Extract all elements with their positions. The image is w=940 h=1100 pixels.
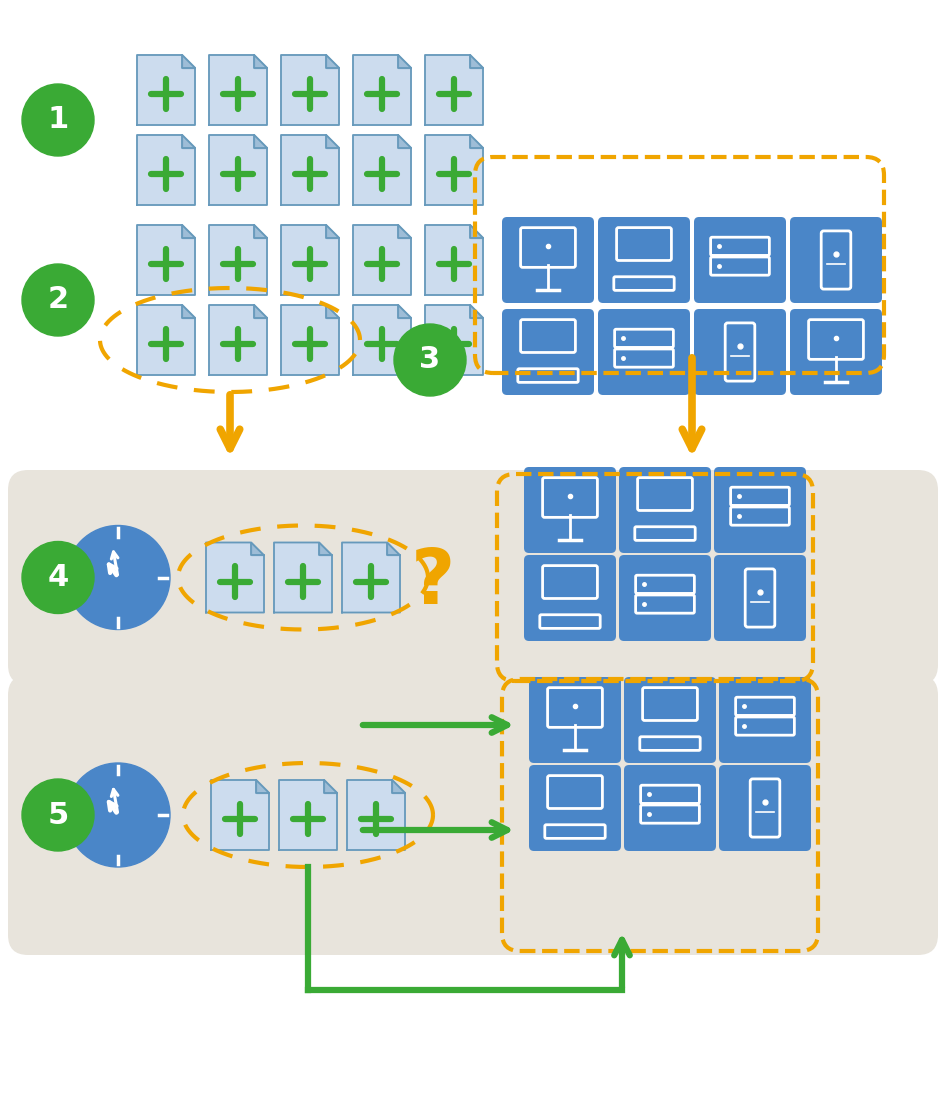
Polygon shape <box>251 542 264 556</box>
Text: 4: 4 <box>47 563 69 592</box>
FancyBboxPatch shape <box>598 309 690 395</box>
Polygon shape <box>392 780 405 793</box>
Polygon shape <box>182 135 195 147</box>
Polygon shape <box>470 305 483 318</box>
Polygon shape <box>257 780 269 793</box>
FancyBboxPatch shape <box>8 675 938 955</box>
Polygon shape <box>342 542 400 613</box>
Polygon shape <box>470 226 483 238</box>
Polygon shape <box>137 305 195 375</box>
Polygon shape <box>254 226 267 238</box>
FancyBboxPatch shape <box>524 468 616 553</box>
Polygon shape <box>326 226 339 238</box>
Polygon shape <box>425 226 483 295</box>
FancyBboxPatch shape <box>714 468 806 553</box>
Circle shape <box>66 526 170 629</box>
FancyBboxPatch shape <box>598 217 690 302</box>
FancyBboxPatch shape <box>694 309 786 395</box>
Polygon shape <box>347 780 405 850</box>
FancyBboxPatch shape <box>524 556 616 641</box>
Polygon shape <box>209 55 267 125</box>
Polygon shape <box>399 135 411 147</box>
Polygon shape <box>353 55 411 125</box>
Polygon shape <box>425 135 483 205</box>
Polygon shape <box>470 135 483 147</box>
Text: 1: 1 <box>47 106 69 134</box>
FancyBboxPatch shape <box>624 676 716 763</box>
Polygon shape <box>254 135 267 147</box>
FancyBboxPatch shape <box>8 470 938 685</box>
Polygon shape <box>281 226 339 295</box>
Polygon shape <box>399 305 411 318</box>
Polygon shape <box>211 780 269 850</box>
Polygon shape <box>324 780 337 793</box>
Polygon shape <box>281 135 339 205</box>
Polygon shape <box>470 55 483 68</box>
FancyBboxPatch shape <box>624 764 716 851</box>
Circle shape <box>22 541 94 614</box>
FancyBboxPatch shape <box>719 764 811 851</box>
Polygon shape <box>281 55 339 125</box>
FancyBboxPatch shape <box>529 764 621 851</box>
Polygon shape <box>399 226 411 238</box>
Polygon shape <box>279 780 337 850</box>
Text: 3: 3 <box>419 345 441 374</box>
FancyBboxPatch shape <box>619 556 711 641</box>
Polygon shape <box>326 135 339 147</box>
Polygon shape <box>137 55 195 125</box>
Polygon shape <box>209 305 267 375</box>
Polygon shape <box>254 305 267 318</box>
Polygon shape <box>320 542 332 556</box>
FancyBboxPatch shape <box>790 217 882 302</box>
Circle shape <box>22 264 94 336</box>
FancyBboxPatch shape <box>714 556 806 641</box>
Circle shape <box>66 763 170 867</box>
Polygon shape <box>254 55 267 68</box>
Polygon shape <box>182 226 195 238</box>
FancyBboxPatch shape <box>529 676 621 763</box>
Polygon shape <box>326 305 339 318</box>
Polygon shape <box>353 305 411 375</box>
Polygon shape <box>206 542 264 613</box>
FancyBboxPatch shape <box>694 217 786 302</box>
Polygon shape <box>137 135 195 205</box>
FancyBboxPatch shape <box>719 676 811 763</box>
Circle shape <box>22 779 94 851</box>
FancyBboxPatch shape <box>502 217 594 302</box>
Text: 2: 2 <box>47 286 69 315</box>
Polygon shape <box>182 55 195 68</box>
Polygon shape <box>209 135 267 205</box>
Circle shape <box>22 84 94 156</box>
Polygon shape <box>425 305 483 375</box>
Polygon shape <box>399 55 411 68</box>
Polygon shape <box>281 305 339 375</box>
Circle shape <box>394 324 466 396</box>
FancyBboxPatch shape <box>619 468 711 553</box>
Polygon shape <box>182 305 195 318</box>
Polygon shape <box>209 226 267 295</box>
FancyBboxPatch shape <box>502 309 594 395</box>
Polygon shape <box>274 542 332 613</box>
Polygon shape <box>326 55 339 68</box>
Polygon shape <box>353 226 411 295</box>
Polygon shape <box>425 55 483 125</box>
Text: ?: ? <box>411 546 455 619</box>
Polygon shape <box>137 226 195 295</box>
Text: 5: 5 <box>47 801 69 829</box>
FancyBboxPatch shape <box>790 309 882 395</box>
Polygon shape <box>353 135 411 205</box>
Polygon shape <box>387 542 400 556</box>
